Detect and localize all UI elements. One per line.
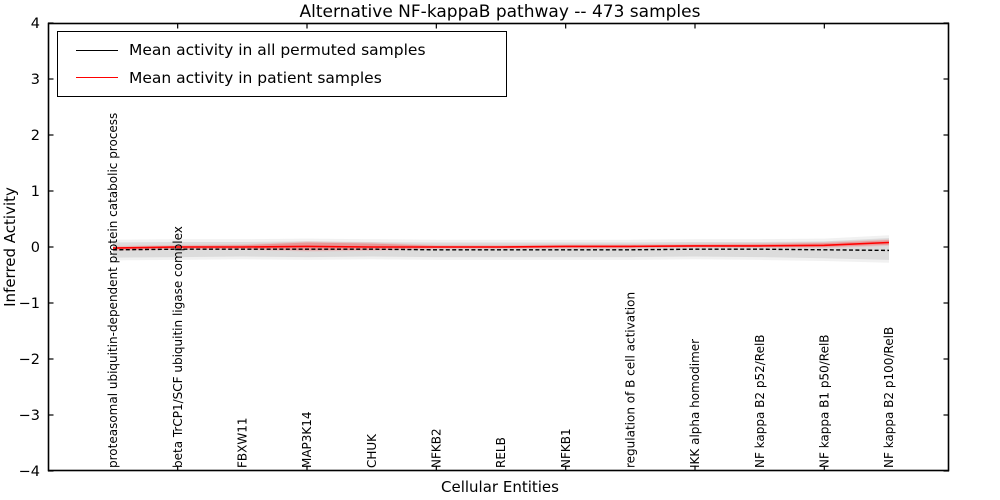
permuted-mean-line: [112, 248, 890, 252]
x-category-label: RELB: [494, 437, 508, 468]
y-tick-label: −1: [19, 296, 40, 312]
y-tick-label: −3: [19, 408, 40, 424]
y-tick-label: 3: [31, 72, 40, 88]
y-tick-label: 0: [31, 240, 40, 256]
x-category-label: regulation of B cell activation: [624, 292, 638, 468]
y-tick-label: 4: [31, 16, 40, 32]
permuted-band: [113, 238, 889, 260]
legend-row: Mean activity in patient samples: [58, 69, 506, 87]
x-axis-label: Cellular Entities: [441, 478, 559, 496]
x-category-label: NFKB2: [430, 428, 444, 468]
x-category-label: MAP3K14: [300, 411, 314, 468]
legend-line-patient: [76, 77, 118, 79]
x-category-label: NF kappa B1 p50/RelB: [818, 334, 832, 468]
x-category-label: FBXW11: [236, 418, 250, 469]
x-category-label: CHUK: [365, 433, 379, 468]
legend-label: Mean activity in patient samples: [129, 68, 382, 87]
x-category-label: NFKB1: [559, 428, 573, 468]
patient-mean-line: [112, 241, 890, 249]
y-tick-label: −2: [19, 352, 40, 368]
legend-label: Mean activity in all permuted samples: [129, 41, 426, 60]
x-category-label: IKK alpha homodimer: [688, 339, 702, 468]
x-category-label: beta TrCP1/SCF ubiquitin ligase complex: [171, 226, 185, 468]
y-tick-label: 1: [31, 184, 40, 200]
patient-band: [113, 240, 889, 251]
chart-title: Alternative NF-kappaB pathway -- 473 sam…: [299, 2, 701, 22]
x-category-label: NF kappa B2 p52/RelB: [753, 334, 767, 468]
legend: Mean activity in all permuted samples Me…: [57, 31, 507, 97]
x-category-label: NF kappa B2 p100/RelB: [882, 327, 896, 468]
patient-band-halo: [113, 239, 889, 252]
y-tick-label: −4: [19, 464, 40, 480]
x-category-label: proteasomal ubiquitin-dependent protein …: [106, 113, 120, 468]
legend-line-permuted: [76, 49, 118, 51]
legend-row: Mean activity in all permuted samples: [58, 41, 506, 59]
y-axis-label: Inferred Activity: [1, 187, 19, 307]
y-tick-label: 2: [31, 128, 40, 144]
